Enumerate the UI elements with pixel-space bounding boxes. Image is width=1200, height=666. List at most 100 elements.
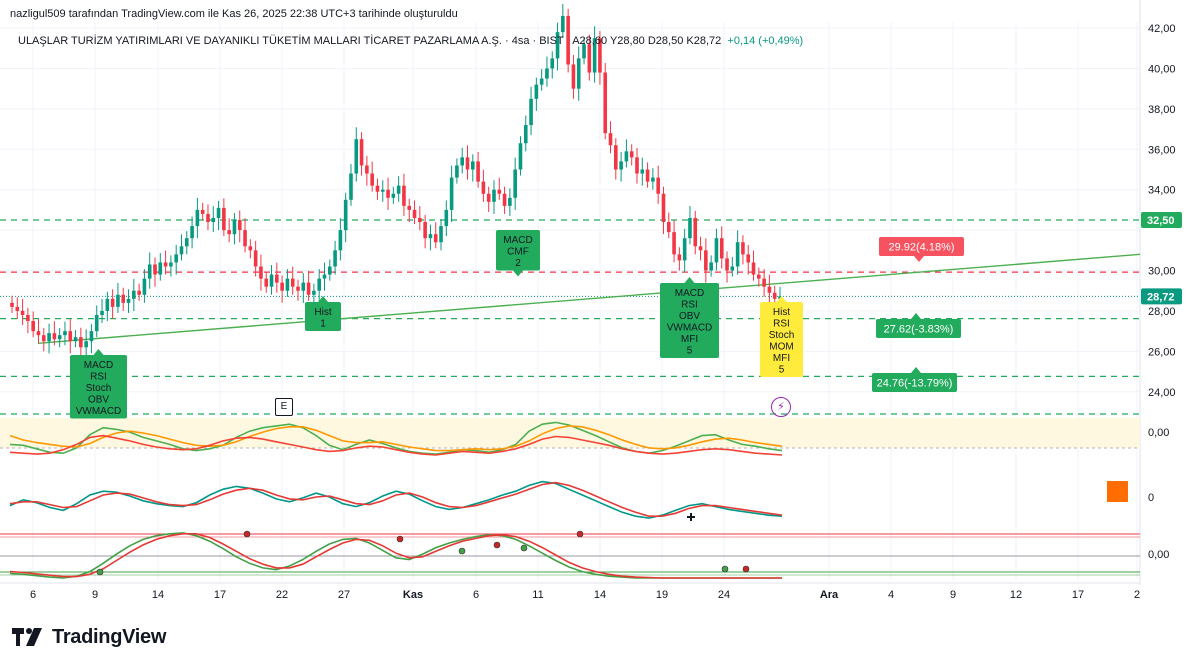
candle-body: [285, 278, 290, 291]
time-tick-label: Ara: [820, 589, 839, 601]
price-axis[interactable]: 42,00 40,00 38,00 36,00 34,00 30,00 28,00 26,00…: [1141, 23, 1182, 561]
candle-body: [407, 205, 412, 210]
support-trendline: [37, 253, 1141, 344]
candle-body: [513, 169, 517, 198]
candle-body: [153, 264, 157, 275]
time-tick-label: 22: [276, 589, 288, 601]
candle-body: [576, 58, 581, 89]
signal-label-text: VWMACD: [76, 406, 122, 417]
candle-body: [216, 207, 221, 218]
time-tick-label: 9: [950, 589, 956, 601]
candle-body: [571, 64, 576, 89]
candle-body: [534, 84, 539, 99]
lightning-bolt-icon[interactable]: ⚡: [771, 397, 791, 417]
signal-dot: [96, 568, 104, 576]
candle-body: [677, 254, 682, 261]
signal-label-pointer: [93, 349, 104, 355]
osc-tick-label: 0,00: [1148, 549, 1169, 561]
candle-body: [237, 220, 242, 231]
signal-label-text: RSI: [90, 372, 107, 383]
price-tick-label: 26,00: [1148, 346, 1176, 358]
price-tag-text: 32,50: [1147, 215, 1175, 227]
candle-body: [375, 185, 380, 192]
candle-body: [561, 15, 565, 33]
candle-body: [31, 321, 35, 332]
candle-body: [423, 222, 427, 239]
candle-body: [232, 220, 237, 235]
tradingview-logo-icon: [12, 628, 42, 646]
oscillator-line-red: [9, 434, 783, 456]
signal-label-text: Hist: [314, 307, 331, 318]
signal-label-box: [496, 230, 540, 271]
signal-label-text: 1: [320, 319, 326, 330]
symbol-header: ULAŞLAR TURİZM YATIRIMLARI VE DAYANIKLI …: [18, 35, 803, 47]
signal-label-text: Hist: [773, 307, 790, 318]
candle-body: [301, 282, 306, 291]
candle-body: [206, 213, 210, 223]
signal-label-text: OBV: [679, 311, 700, 322]
candle-body: [539, 78, 544, 85]
candle-body: [290, 278, 295, 287]
signal-dot: [576, 530, 584, 538]
oscillator-line-teal: [9, 480, 783, 519]
price-change: +0,14 (+0,49%): [727, 35, 804, 47]
candle-body: [322, 274, 327, 279]
tradingview-logo[interactable]: TradingView: [12, 624, 166, 650]
candle-body: [63, 331, 67, 336]
time-tick-label: 6: [473, 589, 479, 601]
candle-body: [735, 242, 740, 267]
candle-body: [566, 15, 570, 65]
candle-body: [259, 266, 263, 279]
rsi-zone: [0, 418, 1140, 448]
candle-body: [380, 189, 385, 192]
candle-body: [598, 38, 602, 73]
candle-body: [94, 314, 99, 332]
signal-label-text: VWMACD: [667, 323, 713, 334]
time-tick-label: 24: [718, 589, 730, 601]
candle-body: [116, 294, 120, 307]
candle-body: [333, 250, 337, 267]
target-box-bg: [879, 237, 964, 256]
time-tick-label: 9: [92, 589, 98, 601]
target-price-box: 29.92(4.18%): [879, 237, 964, 262]
candle-body: [275, 274, 279, 283]
candle-body: [492, 189, 496, 202]
price-tick-label: 38,00: [1148, 104, 1176, 116]
candle-body: [20, 310, 25, 315]
candle-body: [365, 165, 369, 174]
candle-body: [370, 173, 374, 186]
candle-body: [433, 234, 438, 243]
signal-label-text: MACD: [503, 235, 532, 246]
signal-label-box: [660, 283, 719, 358]
price-tick-label: 30,00: [1148, 266, 1176, 278]
time-axis[interactable]: 6 9 14 17 22 27 Kas 6 11 14 19 24 Ara 4 9 12 17 2: [0, 582, 1140, 601]
candle-body: [444, 209, 449, 227]
candle-body: [550, 58, 555, 69]
signal-dot: [458, 547, 466, 555]
candle-body: [174, 254, 178, 263]
candle-body: [163, 262, 168, 267]
signal-label-pointer: [776, 296, 787, 302]
candle-body: [481, 181, 486, 194]
candle-body: [497, 189, 502, 194]
candle-body: [640, 169, 645, 174]
ohlc-values: A28,60 Y28,80 D28,50 K28,72: [572, 35, 722, 47]
candle-body: [110, 298, 115, 307]
candle-body: [211, 217, 216, 223]
candle-body: [100, 310, 104, 315]
candle-body: [751, 262, 756, 275]
candle-body: [725, 258, 729, 271]
candle-body: [52, 333, 57, 340]
candle-body: [608, 133, 613, 146]
candlesticks: [10, 4, 782, 358]
signal-dot: [243, 530, 251, 538]
candle-body: [778, 296, 782, 299]
time-tick-label: 17: [1072, 589, 1084, 601]
earnings-marker-icon[interactable]: E: [275, 398, 293, 416]
candle-body: [619, 161, 623, 170]
candle-body: [126, 298, 131, 303]
time-tick-label: Kas: [403, 589, 423, 601]
signal-label-box: [70, 355, 127, 419]
